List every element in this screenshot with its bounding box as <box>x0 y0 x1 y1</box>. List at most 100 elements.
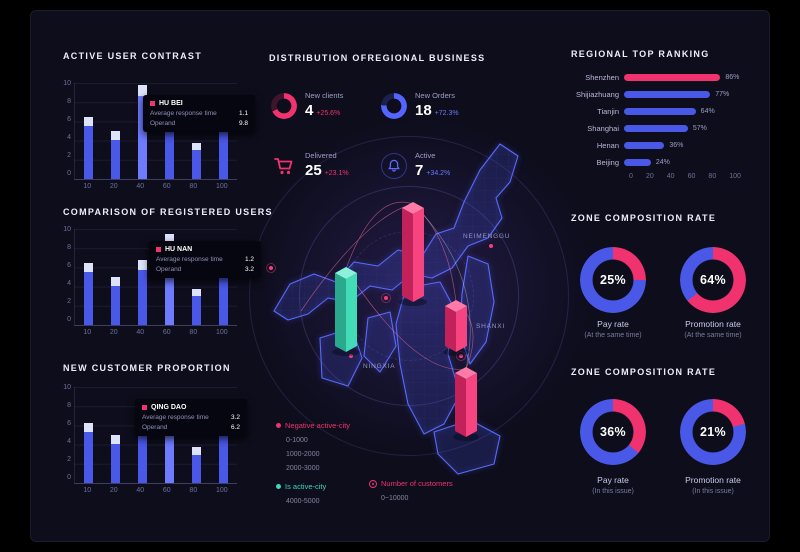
axis-tick-label: 8 <box>67 402 71 409</box>
axis-tick-label: 0 <box>67 316 71 323</box>
kpi-label: New clients <box>305 91 344 100</box>
region-map[interactable] <box>256 106 556 476</box>
ranking-bar[interactable] <box>624 125 688 132</box>
y-axis: 10 8 6 4 2 0 <box>59 80 74 177</box>
ranking-city-label: Shijiazhuang <box>576 90 619 99</box>
kpi-label: Active <box>415 151 436 160</box>
ranking-row[interactable]: Shijiazhuang 77% <box>566 86 766 103</box>
donut-ring[interactable] <box>680 399 746 465</box>
tooltip-city: QING DAO <box>151 404 187 411</box>
axis-tick-label: 60 <box>162 329 171 336</box>
axis-tick-label: 100 <box>215 183 228 190</box>
panel-title-active-user-contrast: ACTIVE USER CONTRAST <box>63 51 203 61</box>
bar[interactable] <box>192 288 201 325</box>
bar-cap-segment <box>192 447 201 456</box>
ranking-city-label: Henan <box>596 141 619 150</box>
regional-top-ranking-chart[interactable]: Shenzhen 86% Shijiazhuang 77% Tianjin 64% Shan… <box>566 69 766 180</box>
donut-ring[interactable] <box>580 399 646 465</box>
tooltip-row: Average response time 1.2 <box>156 256 254 263</box>
legend-range: 1000-2000 <box>286 451 320 458</box>
series-swatch <box>156 247 161 252</box>
bar[interactable] <box>111 131 120 179</box>
donut-label: Pay rate <box>597 475 629 485</box>
dashboard: ACTIVE USER CONTRAST 10 8 6 4 2 0 10 20 40 60 80 10… <box>30 10 770 542</box>
legend-range: 2000-3000 <box>286 465 320 472</box>
donut-ring[interactable] <box>580 247 646 313</box>
tooltip-header: HU BEI <box>150 100 248 107</box>
ranking-value: 86% <box>725 74 740 81</box>
ranking-row[interactable]: Tianjin 64% <box>566 103 766 120</box>
tooltip-header: QING DAO <box>142 404 240 411</box>
axis-tick-label: 40 <box>136 329 145 336</box>
x-axis: 10 20 40 60 80 100 <box>74 326 237 339</box>
bar[interactable] <box>192 142 201 179</box>
ranking-bar[interactable] <box>624 74 721 81</box>
bar[interactable] <box>111 435 120 483</box>
donut-sublabel: (At the same time) <box>584 332 642 339</box>
bar[interactable] <box>165 233 174 325</box>
tooltip-city: HU BEI <box>159 100 183 107</box>
axis-tick-label: 8 <box>67 244 71 251</box>
bar[interactable] <box>84 262 93 325</box>
ranking-row[interactable]: Henan 36% <box>566 137 766 154</box>
ranking-bar[interactable] <box>624 108 696 115</box>
value-columns-3d <box>332 202 479 441</box>
bar[interactable] <box>84 116 93 179</box>
kpi-delta: +34.2% <box>426 170 451 177</box>
ranking-bar[interactable] <box>624 142 665 149</box>
panel-title-new-customer-proportion: NEW CUSTOMER PROPORTION <box>63 363 231 373</box>
ranking-row[interactable]: Beijing 24% <box>566 154 766 171</box>
bar-cap-segment <box>192 288 201 297</box>
bar-cap-segment <box>111 435 120 444</box>
customers-label: Number of customers <box>381 479 453 488</box>
donut-label: Promotion rate <box>685 475 741 485</box>
tooltip-header: HU NAN <box>156 246 254 253</box>
bar[interactable] <box>192 447 201 483</box>
ranking-bar-track: 86% <box>624 74 740 81</box>
tooltip-metric-label: Operand <box>142 424 168 431</box>
kpi-delta: +72.3% <box>434 110 459 117</box>
donut-label: Promotion rate <box>685 319 741 329</box>
ranking-row[interactable]: Shanghai 57% <box>566 120 766 137</box>
tooltip-row: Operand 3.2 <box>156 266 254 273</box>
donut-percentage: 21% <box>700 425 726 439</box>
axis-tick-label: 6 <box>67 116 71 123</box>
ranking-bar[interactable] <box>624 159 651 166</box>
kpi-value: 7 <box>415 162 424 179</box>
ranking-bar-track: 77% <box>624 91 736 98</box>
bar[interactable] <box>138 259 147 325</box>
legend-row-negative: Negative active-city <box>276 421 350 430</box>
donut-ring[interactable] <box>680 247 746 313</box>
donut-label: Pay rate <box>597 319 629 329</box>
tooltip-metric-value: 1.1 <box>238 110 248 117</box>
tooltip-metric-label: Average response time <box>156 256 223 263</box>
kpi-delivered: Delivered 25 +23.1% <box>271 151 377 180</box>
kpi-active: Active 7 +34.2% <box>381 151 487 180</box>
bar[interactable] <box>84 422 93 483</box>
donut-sublabel: (At the same time) <box>684 332 742 339</box>
ranking-bar-track: 64% <box>624 108 736 115</box>
y-axis: 10 8 6 4 2 0 <box>59 384 74 481</box>
ranking-bar-track: 24% <box>624 159 736 166</box>
ranking-bar[interactable] <box>624 91 711 98</box>
tooltip-metric-label: Operand <box>150 120 176 127</box>
ranking-city-label: Shanghai <box>587 124 619 133</box>
x-axis: 10 20 40 60 80 100 <box>74 180 237 193</box>
center-title: DISTRIBUTION OFREGIONAL BUSINESS <box>269 53 486 63</box>
axis-tick-label: 6 <box>67 420 71 427</box>
kpi-value: 18 <box>415 102 432 119</box>
chart-tooltip-hunan: HU NAN Average response time 1.2 Operand… <box>149 241 261 278</box>
legend-range: 4000-5000 <box>286 498 320 505</box>
axis-tick-label: 80 <box>708 173 717 180</box>
clients-donut-icon <box>271 92 297 119</box>
map-label-neimenggu: NEIMENGGU <box>463 233 511 240</box>
kpi-value: 4 <box>305 102 314 119</box>
pay-rate-donut-2: 36% <box>580 399 646 465</box>
bar[interactable] <box>111 277 120 325</box>
kpi-delta: +23.1% <box>324 170 349 177</box>
bar[interactable] <box>138 84 147 179</box>
axis-tick-label: 2 <box>67 298 71 305</box>
negative-city-dot-icon <box>276 423 281 428</box>
tooltip-city: HU NAN <box>165 246 193 253</box>
ranking-row[interactable]: Shenzhen 86% <box>566 69 766 86</box>
